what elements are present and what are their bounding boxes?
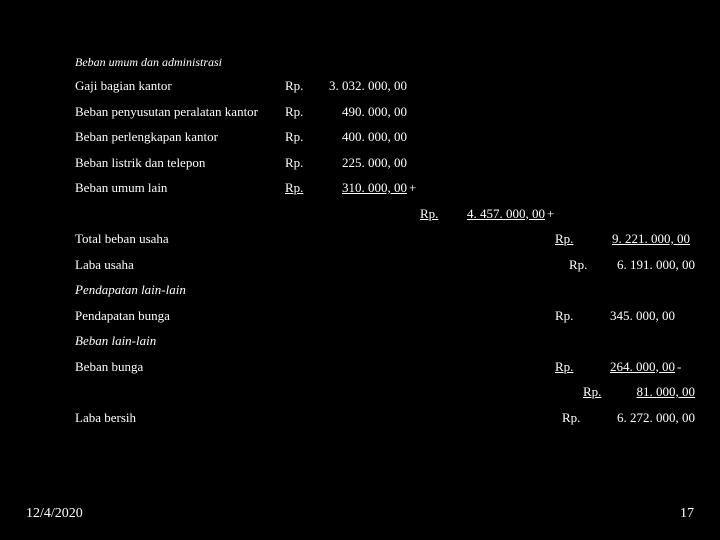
value-total-beban: 9. 221. 000, 00 (585, 229, 690, 249)
rp: Rp. (555, 229, 585, 249)
rp: Rp. (420, 204, 450, 224)
label-laba-usaha: Laba usaha (75, 255, 271, 275)
label-listrik: Beban listrik dan telepon (75, 153, 285, 173)
section-pendapatan-lain: Pendapatan lain-lain (75, 280, 695, 300)
row-laba-usaha: Laba usaha Rp. 6. 191. 000, 00 (75, 255, 695, 275)
rp: Rp. (285, 153, 315, 173)
label-penyusutan: Beban penyusutan peralatan kantor (75, 102, 285, 122)
label-perlengkapan: Beban perlengkapan kantor (75, 127, 285, 147)
rp: Rp. (583, 382, 611, 402)
value-umum-lain: 310. 000, 00 (315, 178, 407, 198)
rp: Rp. (569, 255, 597, 275)
row-total-beban: Total beban usaha Rp. 9. 221. 000, 00 (75, 229, 695, 249)
rp: Rp. (555, 306, 585, 326)
section-beban-umum: Beban umum dan administrasi (75, 55, 695, 70)
op-minus: - (675, 357, 689, 377)
value-subtotal1: 4. 457. 000, 00 (450, 204, 545, 224)
rp: Rp. (285, 178, 315, 198)
value-penyusutan: 490. 000, 00 (315, 102, 407, 122)
rp: Rp. (285, 102, 315, 122)
value-perlengkapan: 400. 000, 00 (315, 127, 407, 147)
row-beban-bunga: Beban bunga Rp. 264. 000, 00 - (75, 357, 695, 377)
footer-date: 12/4/2020 (26, 506, 83, 522)
value-gaji: 3. 032. 000, 00 (315, 76, 407, 96)
row-penyusutan: Beban penyusutan peralatan kantor Rp. 49… (75, 102, 695, 122)
row-pendapatan-bunga: Pendapatan bunga Rp. 345. 000, 00 (75, 306, 695, 326)
section-beban-lain: Beban lain-lain (75, 331, 695, 351)
row-gaji: Gaji bagian kantor Rp. 3. 032. 000, 00 (75, 76, 695, 96)
label-laba-bersih: Laba bersih (75, 408, 282, 428)
footer-page: 17 (680, 506, 694, 522)
rp: Rp. (285, 76, 315, 96)
label-pendapatan-bunga: Pendapatan bunga (75, 306, 285, 326)
row-umum-lain: Beban umum lain Rp. 310. 000, 00 + (75, 178, 695, 198)
value-laba-bersih: 6. 272. 000, 00 (592, 408, 695, 428)
value-beban-bunga: 264. 000, 00 (585, 357, 675, 377)
op-plus: + (545, 204, 559, 224)
value-pendapatan-bunga: 345. 000, 00 (585, 306, 675, 326)
label-gaji: Gaji bagian kantor (75, 76, 285, 96)
value-laba-usaha: 6. 191. 000, 00 (597, 255, 695, 275)
row-subtotal1: Rp. 4. 457. 000, 00 + (75, 204, 695, 224)
label-beban-bunga: Beban bunga (75, 357, 285, 377)
rp: Rp. (562, 408, 592, 428)
rp: Rp. (555, 357, 585, 377)
row-laba-bersih: Laba bersih Rp. 6. 272. 000, 00 (75, 408, 695, 428)
rp: Rp. (285, 127, 315, 147)
row-perlengkapan: Beban perlengkapan kantor Rp. 400. 000, … (75, 127, 695, 147)
value-listrik: 225. 000, 00 (315, 153, 407, 173)
label-total-beban: Total beban usaha (75, 229, 285, 249)
row-listrik: Beban listrik dan telepon Rp. 225. 000, … (75, 153, 695, 173)
value-subtotal2: 81. 000, 00 (611, 382, 695, 402)
op-plus: + (407, 178, 421, 198)
row-subtotal2: Rp. 81. 000, 00 (75, 382, 695, 402)
label-umum-lain: Beban umum lain (75, 178, 285, 198)
